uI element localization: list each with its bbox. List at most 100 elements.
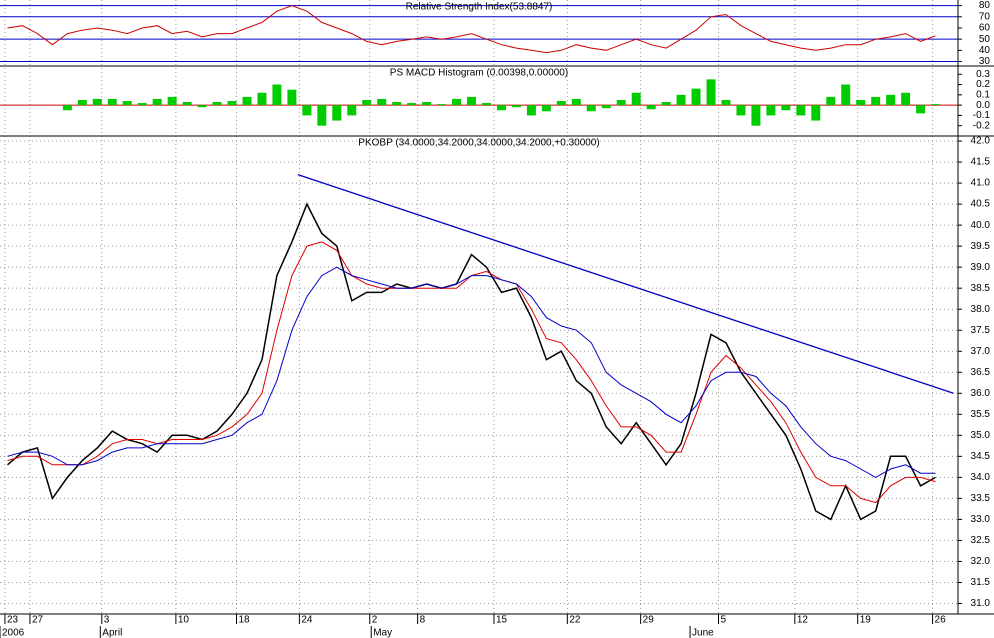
x-tick-label: 2 [372,615,378,626]
bar [272,84,282,106]
y-tick-label: 40.5 [971,199,991,210]
y-tick-label: 32.5 [971,535,991,546]
bar [706,79,716,106]
y-tick-label: 35.5 [971,409,991,420]
x-tick-label: 27 [32,615,44,626]
y-tick-label: 0.0 [976,100,990,111]
month-label: May [373,628,392,638]
y-tick-label: 42.0 [971,136,991,147]
bar [871,96,881,106]
bar [287,89,297,106]
bar [676,94,686,106]
y-tick-label: 40.0 [971,220,991,231]
bar [541,105,551,112]
y-tick-label: 30 [979,56,991,67]
bar [332,105,342,121]
bar [916,105,926,114]
month-label: June [692,628,714,638]
bar [407,103,417,106]
bar [826,96,836,106]
bar [437,104,447,106]
bar [631,92,641,106]
y-tick-label: 34.5 [971,451,991,462]
y-tick-label: -0.1 [973,110,991,121]
y-tick-label: 33.0 [971,514,991,525]
bar [197,105,207,108]
trendline [297,174,954,394]
y-tick-label: -0.2 [973,120,991,131]
y-tick-label: 0.3 [976,69,990,80]
bar [721,99,731,106]
bar [347,105,357,116]
bar [62,105,72,111]
bar [481,103,491,106]
bar [362,99,372,106]
y-tick-label: 31.0 [971,598,991,609]
bar [586,105,596,112]
bar [152,98,162,106]
bar [901,92,911,106]
bar [122,101,132,106]
bar [691,88,701,106]
x-tick-label: 24 [301,615,313,626]
y-tick-label: 36.0 [971,388,991,399]
x-tick-label: 12 [797,615,809,626]
x-tick-label: 18 [239,615,251,626]
y-tick-label: 38.5 [971,283,991,294]
bar [182,102,192,106]
y-tick-label: 40 [979,45,991,56]
month-label: 2006 [2,628,25,638]
x-tick-label: 10 [178,615,190,626]
y-tick-label: 38.0 [971,304,991,315]
bar [781,105,791,111]
bar [452,98,462,106]
x-tick-label: 5 [721,615,727,626]
panel-title: Relative Strength Index(53.8847) [406,2,553,13]
y-tick-label: 70 [979,11,991,22]
bar [751,105,761,126]
bar [496,105,506,111]
bar [242,96,252,106]
bar [107,98,117,106]
bar [661,102,671,106]
x-tick-label: 8 [420,615,426,626]
y-tick-label: 0.1 [976,89,990,100]
series-line [7,202,936,521]
y-tick-label: 36.5 [971,367,991,378]
y-tick-label: 35.0 [971,430,991,441]
y-tick-label: 41.5 [971,157,991,168]
bar [257,92,267,106]
bar [422,102,432,106]
y-tick-label: 0.2 [976,79,990,90]
y-tick-label: 60 [979,23,991,34]
bar [92,98,102,106]
bar [167,96,177,106]
bar [811,105,821,121]
bar [77,99,87,106]
y-tick-label: 31.5 [971,577,991,588]
bar [841,84,851,106]
y-tick-label: 37.5 [971,325,991,336]
bar [392,102,402,106]
y-tick-label: 39.0 [971,262,991,273]
bar [511,105,521,108]
month-label: April [102,628,122,638]
bar [601,105,611,109]
bar [467,96,477,106]
y-tick-label: 41.0 [971,178,991,189]
bar [736,105,746,116]
x-tick-label: 26 [935,615,947,626]
bar [931,104,941,106]
y-tick-label: 32.0 [971,556,991,567]
bar [571,98,581,106]
bar [766,105,776,116]
x-tick-label: 23 [7,615,19,626]
y-tick-label: 80 [979,0,991,11]
bar [886,94,896,106]
bar [302,105,312,116]
y-tick-label: 37.0 [971,346,991,357]
bar [377,98,387,106]
x-tick-label: 3 [104,615,110,626]
bar [796,105,806,116]
